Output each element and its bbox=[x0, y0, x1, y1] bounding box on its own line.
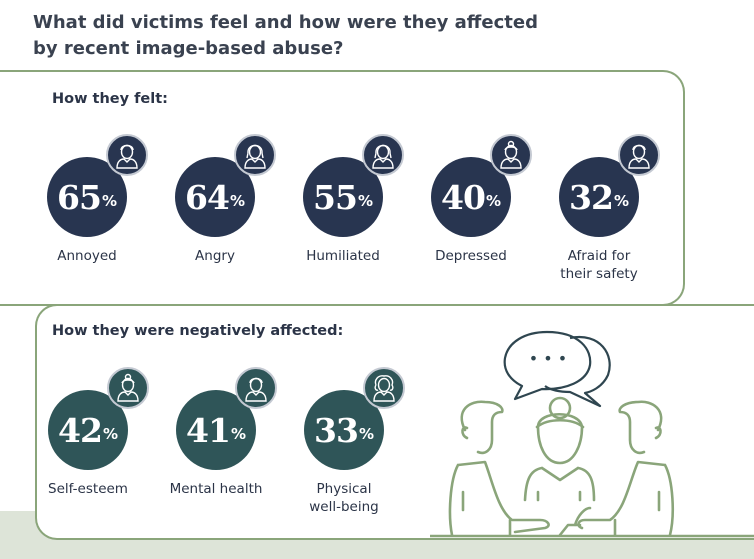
person-center-icon bbox=[523, 396, 596, 537]
affected-heading: How they were negatively affected: bbox=[52, 323, 344, 339]
stat-label: Self-esteem bbox=[48, 481, 128, 497]
man-icon bbox=[235, 367, 277, 409]
conversation-illustration: • • • bbox=[430, 330, 754, 538]
stat-value: 33 bbox=[314, 410, 359, 450]
stat-value: 55 bbox=[313, 177, 358, 217]
stat-value: 42 bbox=[58, 410, 103, 450]
stat-label: Angry bbox=[195, 248, 235, 264]
person-right-icon bbox=[577, 400, 675, 537]
stat-unit: % bbox=[357, 192, 373, 210]
stat-label: Mental health bbox=[169, 481, 263, 497]
stat-unit: % bbox=[101, 192, 117, 210]
woman-bun-icon bbox=[107, 367, 149, 409]
speech-bubble-icon bbox=[503, 330, 611, 408]
stat-value: 32 bbox=[569, 177, 614, 217]
woman-icon bbox=[234, 134, 276, 176]
stat-unit: % bbox=[230, 425, 246, 443]
curly-hair-person-icon bbox=[363, 367, 405, 409]
stat-label: Physical well-being bbox=[309, 481, 379, 515]
man-icon bbox=[618, 134, 660, 176]
speech-dots: • • • bbox=[529, 349, 567, 368]
stat-value: 40 bbox=[441, 177, 486, 217]
affected-panel bbox=[35, 304, 754, 540]
stat-value: 41 bbox=[186, 410, 231, 450]
stat-label: Depressed bbox=[435, 248, 507, 264]
stat-label: Afraid for their safety bbox=[560, 248, 638, 282]
person-left-icon bbox=[448, 400, 550, 537]
woman-bun-icon bbox=[490, 134, 532, 176]
man-icon bbox=[106, 134, 148, 176]
stat-unit: % bbox=[613, 192, 629, 210]
stat-unit: % bbox=[102, 425, 118, 443]
page-title: What did victims feel and how were they … bbox=[33, 12, 538, 59]
felt-heading: How they felt: bbox=[52, 91, 168, 107]
stat-label: Humiliated bbox=[306, 248, 380, 264]
stat-circle: 32% bbox=[559, 157, 639, 237]
stat-unit: % bbox=[229, 192, 245, 210]
stat-unit: % bbox=[485, 192, 501, 210]
stat-label: Annoyed bbox=[57, 248, 117, 264]
stat-value: 64 bbox=[185, 177, 230, 217]
stat-value: 65 bbox=[57, 177, 102, 217]
woman-icon bbox=[362, 134, 404, 176]
stat-unit: % bbox=[358, 425, 374, 443]
